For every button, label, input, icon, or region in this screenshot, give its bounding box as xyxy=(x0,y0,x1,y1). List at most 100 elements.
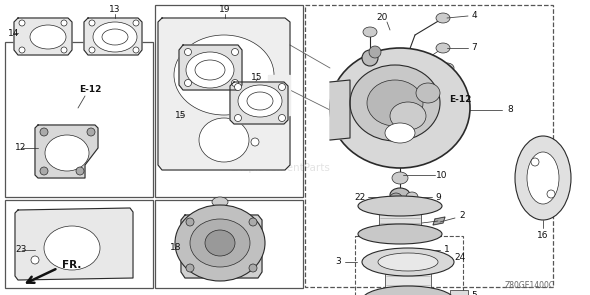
Ellipse shape xyxy=(93,22,137,52)
Bar xyxy=(385,262,431,295)
Text: 9: 9 xyxy=(435,193,441,201)
Ellipse shape xyxy=(416,83,440,103)
Polygon shape xyxy=(84,18,142,55)
Bar xyxy=(5,200,153,288)
Ellipse shape xyxy=(234,83,241,91)
Text: 14: 14 xyxy=(8,29,19,37)
Ellipse shape xyxy=(392,172,408,184)
Ellipse shape xyxy=(133,47,139,53)
Ellipse shape xyxy=(231,79,238,86)
Ellipse shape xyxy=(390,193,402,203)
Ellipse shape xyxy=(247,92,273,110)
Text: E-12: E-12 xyxy=(449,96,471,104)
Ellipse shape xyxy=(45,135,89,171)
Ellipse shape xyxy=(251,138,259,146)
Ellipse shape xyxy=(436,43,450,53)
Polygon shape xyxy=(35,125,98,178)
Text: eReplacementParts: eReplacementParts xyxy=(230,163,330,173)
Ellipse shape xyxy=(212,197,228,207)
Text: 3: 3 xyxy=(335,258,341,266)
Ellipse shape xyxy=(363,27,377,37)
Text: 22: 22 xyxy=(355,193,366,201)
Ellipse shape xyxy=(547,190,555,198)
Ellipse shape xyxy=(362,286,454,295)
Ellipse shape xyxy=(199,118,249,162)
Ellipse shape xyxy=(89,20,95,26)
Ellipse shape xyxy=(40,128,48,136)
Ellipse shape xyxy=(527,152,559,204)
Ellipse shape xyxy=(195,60,225,80)
Ellipse shape xyxy=(358,224,442,244)
Bar xyxy=(155,5,303,197)
Ellipse shape xyxy=(249,264,257,272)
Text: 4: 4 xyxy=(471,12,477,20)
Text: 2: 2 xyxy=(459,212,465,220)
Ellipse shape xyxy=(238,85,282,117)
Ellipse shape xyxy=(531,158,539,166)
Text: 5: 5 xyxy=(471,291,477,295)
Ellipse shape xyxy=(40,167,48,175)
Ellipse shape xyxy=(378,253,438,271)
Polygon shape xyxy=(268,75,290,115)
Ellipse shape xyxy=(330,48,470,168)
Bar xyxy=(355,236,463,295)
Ellipse shape xyxy=(367,80,423,126)
Ellipse shape xyxy=(61,47,67,53)
Ellipse shape xyxy=(369,46,381,58)
Ellipse shape xyxy=(231,48,238,55)
Ellipse shape xyxy=(89,47,95,53)
Polygon shape xyxy=(433,217,445,225)
Text: FR.: FR. xyxy=(62,260,81,270)
Ellipse shape xyxy=(185,79,192,86)
Ellipse shape xyxy=(175,205,265,281)
Polygon shape xyxy=(14,18,72,55)
Ellipse shape xyxy=(87,128,95,136)
Bar xyxy=(450,290,468,295)
Text: 15: 15 xyxy=(175,111,186,119)
Ellipse shape xyxy=(185,48,192,55)
Text: 8: 8 xyxy=(507,106,513,114)
Ellipse shape xyxy=(515,136,571,220)
Text: 20: 20 xyxy=(376,14,388,22)
Bar xyxy=(5,42,153,197)
Text: 24: 24 xyxy=(454,253,466,263)
Polygon shape xyxy=(181,215,262,278)
Ellipse shape xyxy=(186,264,194,272)
Ellipse shape xyxy=(186,218,194,226)
Polygon shape xyxy=(179,45,242,90)
Bar xyxy=(305,5,553,287)
Ellipse shape xyxy=(234,114,241,122)
Ellipse shape xyxy=(61,20,67,26)
Bar xyxy=(379,206,421,234)
Text: 7: 7 xyxy=(471,43,477,53)
Polygon shape xyxy=(330,80,350,140)
Ellipse shape xyxy=(76,167,84,175)
Text: 12: 12 xyxy=(15,143,27,153)
Text: E-12: E-12 xyxy=(79,86,101,94)
Ellipse shape xyxy=(390,102,426,130)
Ellipse shape xyxy=(133,20,139,26)
Text: 15: 15 xyxy=(251,73,262,83)
Ellipse shape xyxy=(440,63,454,73)
Ellipse shape xyxy=(406,192,418,202)
Polygon shape xyxy=(230,82,288,124)
Text: 23: 23 xyxy=(15,245,27,255)
Bar xyxy=(155,200,303,288)
Ellipse shape xyxy=(358,196,442,216)
Text: 13: 13 xyxy=(109,6,121,14)
Text: 10: 10 xyxy=(436,171,448,179)
Ellipse shape xyxy=(249,218,257,226)
Ellipse shape xyxy=(19,47,25,53)
Text: Z80GE1400C: Z80GE1400C xyxy=(505,281,555,289)
Ellipse shape xyxy=(186,52,234,88)
Ellipse shape xyxy=(31,256,39,264)
Ellipse shape xyxy=(390,188,410,202)
Ellipse shape xyxy=(362,50,378,66)
Text: 16: 16 xyxy=(537,230,549,240)
Polygon shape xyxy=(15,208,133,280)
Ellipse shape xyxy=(174,35,274,115)
Ellipse shape xyxy=(190,219,250,267)
Ellipse shape xyxy=(102,29,128,45)
Ellipse shape xyxy=(436,13,450,23)
Ellipse shape xyxy=(205,230,235,256)
